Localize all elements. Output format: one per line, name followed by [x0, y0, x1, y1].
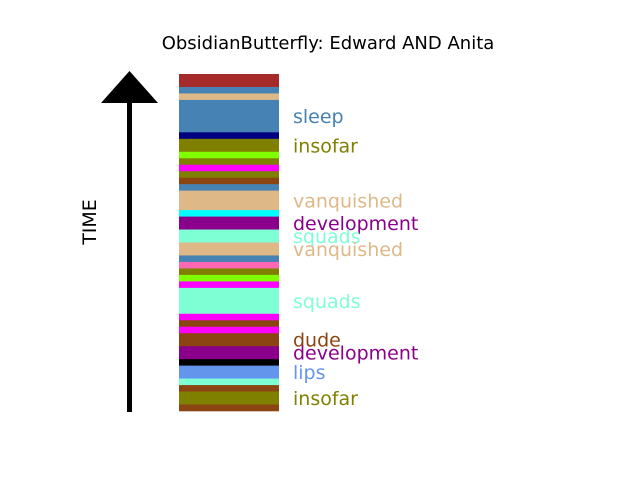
segment-12: [179, 190, 279, 211]
segment-16: [179, 242, 279, 256]
segment-23: [179, 313, 279, 321]
segment-label-12: vanquished: [293, 190, 403, 212]
segment-28: [179, 359, 279, 366]
segment-19: [179, 268, 279, 276]
segment-15: [179, 229, 279, 243]
segment-label-15: squads: [293, 226, 361, 248]
segment-5: [179, 138, 279, 153]
segment-22: [179, 287, 279, 315]
segment-32: [179, 391, 279, 405]
time-arrow-shaft: [127, 100, 132, 412]
segment-4: [179, 132, 279, 140]
chart-title: ObsidianButterfly: Edward AND Anita: [162, 33, 495, 54]
segment-3: [179, 99, 279, 133]
segment-label-14: development: [293, 213, 418, 235]
segment-0: [179, 74, 279, 88]
segment-24: [179, 320, 279, 328]
segment-1: [179, 86, 279, 94]
segment-9: [179, 171, 279, 178]
segment-20: [179, 274, 279, 282]
segment-stack: [179, 74, 279, 412]
segment-27: [179, 346, 279, 360]
segment-2: [179, 93, 279, 101]
segment-17: [179, 255, 279, 263]
segment-25: [179, 326, 279, 334]
segment-labels: sleepinsofarvanquisheddevelopmentsquadsv…: [293, 106, 418, 410]
segment-label-27: development: [293, 343, 418, 365]
segment-30: [179, 378, 279, 386]
segment-label-5: insofar: [293, 135, 358, 157]
segment-8: [179, 164, 279, 172]
segment-26: [179, 333, 279, 347]
segment-14: [179, 216, 279, 230]
time-arrow-head: [101, 71, 158, 103]
segment-13: [179, 210, 279, 217]
segment-18: [179, 261, 279, 269]
time-arrow: [101, 71, 158, 412]
segment-7: [179, 158, 279, 166]
segment-10: [179, 177, 279, 185]
segment-label-29: lips: [293, 362, 326, 384]
segment-6: [179, 151, 279, 159]
segment-label-26: dude: [293, 330, 341, 352]
segment-label-3: sleep: [293, 106, 344, 128]
segment-21: [179, 281, 279, 289]
segment-label-32: insofar: [293, 388, 358, 410]
segment-31: [179, 385, 279, 392]
y-axis-label: TIME: [79, 199, 101, 246]
segment-label-22: squads: [293, 291, 361, 313]
segment-29: [179, 365, 279, 379]
segment-11: [179, 184, 279, 191]
segment-label-16: vanquished: [293, 239, 403, 261]
segment-33: [179, 404, 279, 412]
